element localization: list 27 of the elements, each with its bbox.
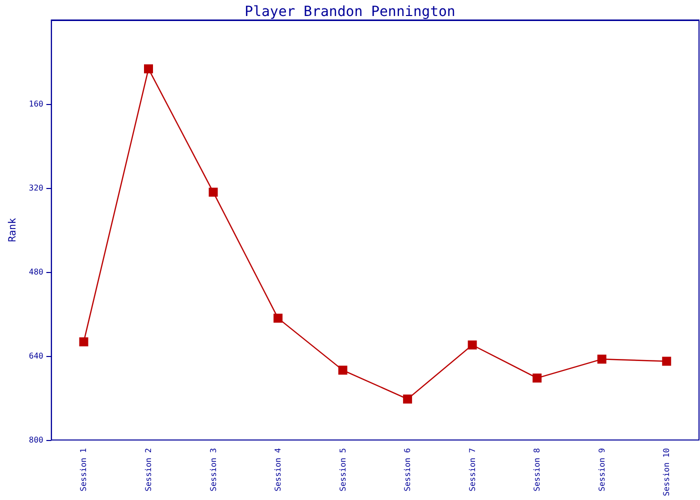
x-tick-label: Session 6 [403,448,412,492]
x-tick-label: Session 1 [79,448,88,492]
point [144,64,153,74]
x-tick-label: Session 10 [662,448,672,496]
point [403,394,412,404]
point [597,354,606,364]
x-tick-label: Session 9 [597,448,606,492]
x-tick-label: Session 5 [338,448,348,492]
point [208,188,218,197]
point [274,314,283,323]
x-tick-label: Session 4 [274,448,283,492]
x-tick-label: Session 7 [468,448,477,492]
y-tick-label: 640 [28,352,44,360]
point [79,337,88,346]
y-tick-label: 160 [28,100,44,108]
x-tick-label: Session 2 [144,448,153,492]
point [662,356,672,366]
y-tick-label: 800 [28,436,44,444]
y-axis-title: Rank [8,218,18,242]
y-tick-label: 320 [28,184,44,192]
point [468,340,477,350]
x-tick-label: Session 3 [208,448,218,492]
x-tick-label: Session 8 [532,448,542,492]
point [532,374,542,383]
y-tick-label: 480 [28,268,44,276]
chart-title: Player Brandon Pennington [244,4,456,20]
point [338,366,348,375]
